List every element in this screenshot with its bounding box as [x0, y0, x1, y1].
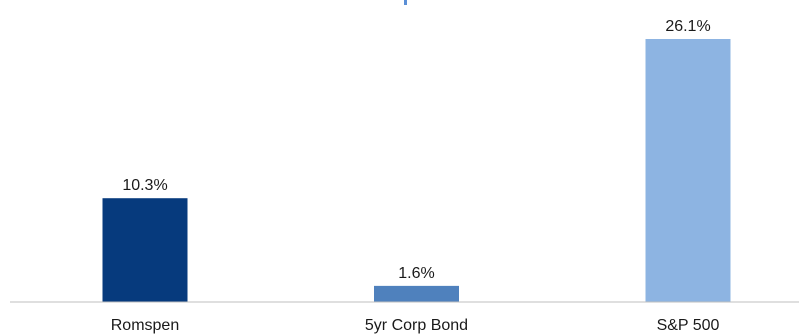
bar-s-p-500	[645, 39, 731, 302]
clipped-title-mark	[404, 0, 407, 5]
labels-group: 10.3% Romspen 1.6% 5yr Corp Bond 26.1% S&P 50…	[111, 18, 720, 334]
category-label: 5yr Corp Bond	[365, 317, 468, 334]
bar-romspen	[102, 198, 188, 302]
data-label: 10.3%	[122, 177, 167, 194]
category-label: Romspen	[111, 317, 179, 334]
bars-group	[102, 39, 731, 302]
bar-5yr-corp-bond	[374, 285, 459, 302]
category-label: S&P 500	[657, 317, 720, 334]
data-label: 1.6%	[398, 265, 434, 282]
data-label: 26.1%	[665, 18, 710, 35]
